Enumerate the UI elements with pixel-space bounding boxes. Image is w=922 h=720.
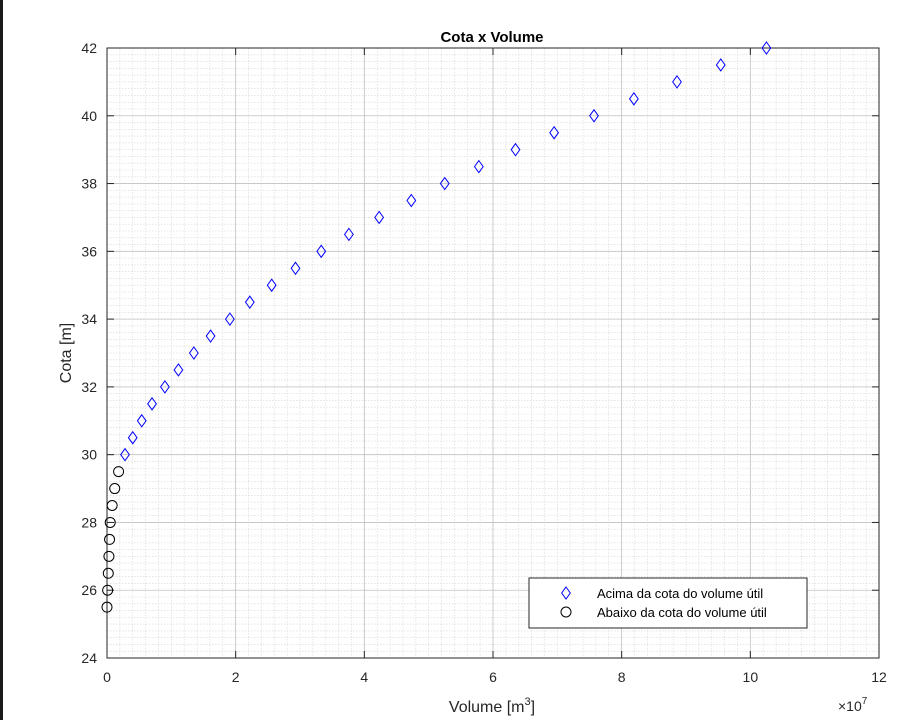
legend-item-abaixo	[560, 606, 572, 618]
data-point-diamond	[761, 41, 772, 55]
data-point-diamond	[224, 312, 235, 326]
y-tick-label: 30	[81, 447, 97, 463]
window-edge	[0, 0, 3, 720]
data-point-diamond	[715, 58, 726, 72]
x-axis-label-sup: 3	[525, 696, 531, 708]
legend: Acima da cota do volume útil Abaixo da c…	[528, 577, 808, 629]
data-point-diamond	[473, 159, 484, 174]
data-point-circle	[104, 516, 116, 528]
data-point-circle	[113, 466, 125, 478]
data-point-diamond	[628, 91, 639, 106]
x-axis-exponent-base: ×10	[838, 698, 862, 714]
data-point-diamond	[266, 278, 277, 293]
data-point-diamond	[159, 380, 170, 394]
y-tick-label: 38	[81, 176, 97, 192]
data-point-circle	[109, 483, 121, 495]
data-point-diamond	[316, 244, 327, 259]
x-tick-label: 2	[232, 669, 240, 685]
y-tick-label: 32	[81, 379, 97, 395]
x-axis-label-main: Volume [m	[449, 699, 525, 716]
data-point-diamond	[374, 210, 385, 225]
data-point-diamond	[147, 396, 157, 411]
data-point-diamond	[510, 142, 521, 157]
grid	[106, 47, 880, 659]
y-tick-label: 28	[81, 514, 97, 530]
data-point-diamond	[173, 363, 184, 377]
legend-marker-diamond	[561, 586, 571, 600]
data-point-diamond	[343, 227, 354, 242]
data-point-diamond	[188, 346, 199, 360]
legend-item-acima	[561, 586, 571, 600]
x-tick-label: 4	[360, 669, 368, 685]
y-tick-label: 40	[81, 108, 97, 124]
x-tick-label: 8	[618, 669, 626, 685]
data-point-circle	[102, 584, 114, 596]
data-point-diamond	[406, 193, 417, 208]
x-tick-label: 0	[103, 669, 111, 685]
legend-label-abaixo: Abaixo da cota do volume útil	[597, 605, 767, 620]
series	[101, 41, 772, 613]
x-axis-exponent-power: 7	[862, 696, 868, 707]
x-tick-label: 12	[871, 669, 887, 685]
x-axis-label: Volume [m3]	[449, 696, 535, 716]
series-1	[101, 466, 125, 613]
data-point-diamond	[127, 430, 138, 445]
legend-box	[528, 577, 808, 629]
x-axis-label-end: ]	[531, 699, 535, 716]
data-point-diamond	[205, 329, 216, 343]
y-tick-label: 26	[81, 582, 97, 598]
y-tick-label: 42	[81, 40, 97, 56]
chart-title: Cota x Volume	[440, 29, 543, 46]
y-tick-label: 34	[81, 311, 97, 327]
y-axis-label: Cota [m]	[58, 323, 75, 383]
data-point-diamond	[120, 447, 130, 462]
data-point-circle	[103, 550, 115, 562]
x-tick-label: 6	[489, 669, 497, 685]
data-point-diamond	[136, 413, 147, 428]
x-axis-exponent: ×107	[838, 696, 868, 714]
y-tick-label: 24	[81, 650, 97, 666]
series-0	[120, 41, 772, 462]
data-point-diamond	[290, 261, 301, 276]
data-point-circle	[101, 601, 113, 613]
data-point-diamond	[672, 75, 682, 89]
y-tick-label: 36	[81, 243, 97, 259]
data-point-diamond	[549, 125, 560, 140]
data-point-circle	[102, 567, 114, 579]
data-point-diamond	[439, 176, 450, 191]
data-point-circle	[106, 500, 118, 511]
data-point-diamond	[589, 108, 599, 123]
data-point-circle	[104, 533, 116, 545]
legend-marker-circle	[560, 606, 572, 618]
legend-label-acima: Acima da cota do volume útil	[597, 586, 763, 601]
x-tick-label: 10	[743, 669, 759, 685]
data-point-diamond	[244, 295, 255, 310]
